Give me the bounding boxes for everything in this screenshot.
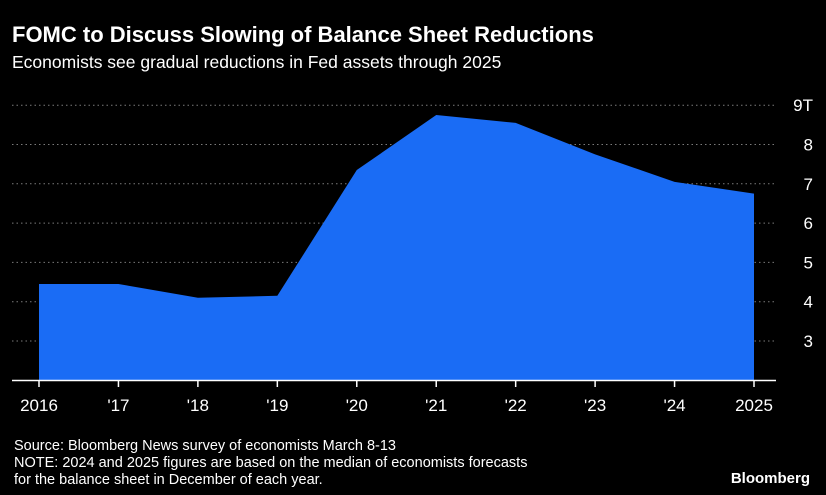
chart-subtitle: Economists see gradual reductions in Fed… (12, 52, 502, 72)
y-tick-label: 3 (804, 332, 813, 351)
x-tick-label: '24 (663, 396, 685, 415)
chart-title: FOMC to Discuss Slowing of Balance Sheet… (12, 22, 594, 47)
x-tick-label: '18 (187, 396, 209, 415)
y-tick-label: 9T (793, 96, 813, 115)
y-tick-label: 5 (804, 253, 813, 272)
y-tick-label: 8 (804, 136, 813, 155)
y-tick-label: 4 (804, 293, 813, 312)
x-tick-label: '21 (425, 396, 447, 415)
x-tick-label: '22 (505, 396, 527, 415)
x-tick-label: '20 (346, 396, 368, 415)
source-text: Source: Bloomberg News survey of economi… (14, 438, 396, 454)
y-axis: 3 4 5 6 7 8 9T (793, 96, 813, 351)
x-tick-label: '19 (266, 396, 288, 415)
note-line-2: for the balance sheet in December of eac… (14, 472, 323, 488)
area-series (39, 115, 754, 381)
x-axis: 2016 '17 '18 '19 '20 '21 '22 '23 '24 2025 (12, 379, 776, 415)
x-tick-label: '17 (107, 396, 129, 415)
source-notes: Source: Bloomberg News survey of economi… (14, 438, 527, 489)
x-tick-label: 2016 (20, 396, 58, 415)
x-tick-label: 2025 (735, 396, 773, 415)
x-tick-label: '23 (584, 396, 606, 415)
y-tick-label: 6 (804, 214, 813, 233)
y-tick-label: 7 (804, 175, 813, 194)
bloomberg-logo: Bloomberg (730, 470, 810, 487)
area-fill (39, 115, 754, 381)
note-line-1: NOTE: 2024 and 2025 figures are based on… (14, 455, 528, 471)
